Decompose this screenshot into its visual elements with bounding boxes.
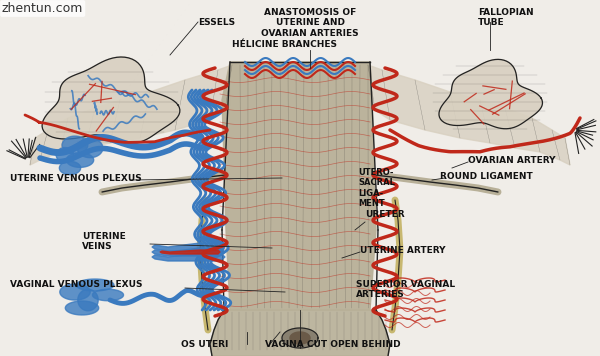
Polygon shape (56, 148, 74, 162)
Polygon shape (210, 310, 390, 356)
Text: ANASTOMOSIS OF
UTERINE AND
OVARIAN ARTERIES: ANASTOMOSIS OF UTERINE AND OVARIAN ARTER… (261, 8, 359, 38)
Polygon shape (59, 161, 80, 175)
Text: ROUND LIGAMENT: ROUND LIGAMENT (440, 172, 533, 181)
Text: HÉLICINE BRANCHES: HÉLICINE BRANCHES (233, 40, 337, 49)
Polygon shape (368, 62, 570, 165)
Polygon shape (92, 289, 124, 301)
Polygon shape (152, 243, 225, 251)
Text: SUPERIOR VAGINAL
ARTERIES: SUPERIOR VAGINAL ARTERIES (356, 280, 455, 299)
Polygon shape (30, 62, 232, 165)
Polygon shape (282, 328, 318, 348)
Polygon shape (290, 332, 310, 344)
Text: UTERINE ARTERY: UTERINE ARTERY (360, 246, 445, 255)
Polygon shape (77, 138, 103, 158)
Polygon shape (60, 284, 90, 300)
Text: FALLOPIAN
TUBE: FALLOPIAN TUBE (478, 8, 533, 27)
Text: ESSELS: ESSELS (198, 18, 235, 27)
Polygon shape (152, 248, 225, 256)
Polygon shape (67, 153, 94, 167)
Polygon shape (76, 279, 114, 291)
Text: URETER: URETER (365, 210, 404, 219)
Polygon shape (152, 253, 225, 261)
Polygon shape (42, 57, 180, 143)
Text: UTERINE
VEINS: UTERINE VEINS (82, 232, 126, 251)
Text: OS UTERI: OS UTERI (181, 340, 228, 349)
Text: VAGINAL VENOUS PLEXUS: VAGINAL VENOUS PLEXUS (10, 280, 143, 289)
Text: zhentun.com: zhentun.com (2, 2, 83, 15)
Text: UTERINE VENOUS PLEXUS: UTERINE VENOUS PLEXUS (10, 174, 142, 183)
Polygon shape (160, 250, 220, 254)
Text: UTERO-
SACRAL
LIGA-
MENT: UTERO- SACRAL LIGA- MENT (358, 168, 395, 208)
Polygon shape (65, 301, 99, 315)
Polygon shape (78, 289, 98, 311)
Polygon shape (62, 136, 88, 154)
Polygon shape (439, 59, 542, 129)
Text: VAGINA CUT OPEN BEHIND: VAGINA CUT OPEN BEHIND (265, 340, 401, 349)
Polygon shape (222, 62, 376, 310)
Text: OVARIAN ARTERY: OVARIAN ARTERY (468, 156, 556, 165)
